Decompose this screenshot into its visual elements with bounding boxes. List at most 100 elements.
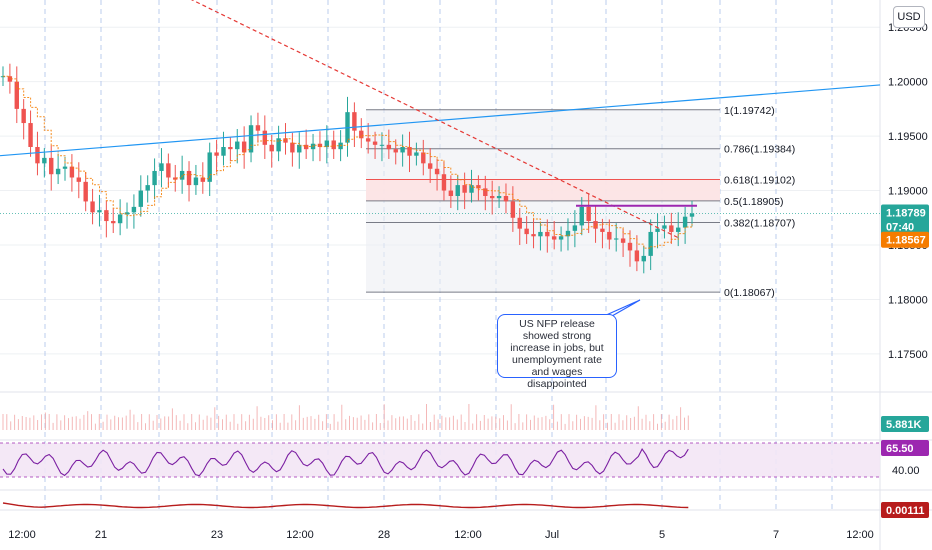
y-tick-label: 1.19500 (888, 131, 928, 143)
x-tick-label: 7 (773, 529, 779, 541)
macd-badge-text: 0.00111 (886, 505, 925, 517)
candle-body (421, 152, 426, 164)
candle-body (69, 166, 75, 178)
fib-level-label: 0.618(1.19102) (724, 174, 795, 186)
macd-line (2, 502, 689, 509)
candle-body (627, 242, 633, 251)
candle-body (297, 144, 302, 153)
ma-price-badge-text: 1.18567 (886, 235, 926, 247)
x-tick-label: 12:00 (846, 529, 874, 541)
rsi-band (0, 443, 880, 477)
candle-body (269, 144, 274, 152)
candle-body (248, 125, 254, 153)
candle-body (572, 225, 578, 231)
candle-body (83, 181, 88, 202)
candle-body (166, 163, 171, 178)
candle-body (331, 140, 336, 150)
candle-body (682, 216, 688, 228)
candle-body (117, 214, 123, 224)
candle-body (517, 217, 522, 229)
candle-body (55, 168, 61, 175)
candle-body (496, 196, 502, 199)
candle-body (545, 231, 550, 237)
rsi-line (2, 448, 689, 477)
rsi-badge (881, 440, 929, 456)
candle-body (76, 177, 81, 182)
candle-body (124, 212, 130, 215)
candle-body (469, 185, 474, 193)
candle-body (49, 157, 54, 175)
candle-body (483, 188, 488, 196)
candle-body (414, 152, 419, 156)
fib-level-label: 0.382(1.18707) (724, 217, 795, 229)
candle-body (159, 163, 164, 171)
candle-body (407, 147, 412, 156)
volume-bars (2, 404, 689, 430)
candle-body (593, 221, 598, 229)
annotation-note[interactable]: US NFP release showed strong increase in… (497, 314, 617, 390)
candle-body (634, 250, 640, 262)
candle-body (200, 177, 206, 182)
candle-body (235, 141, 240, 150)
candle-body (255, 125, 261, 131)
candle-body (324, 140, 330, 147)
y-tick-label: 1.20000 (888, 77, 928, 89)
candle-body (14, 81, 19, 109)
candle-body (538, 231, 543, 237)
candle-body (662, 225, 667, 229)
candle-body (173, 177, 178, 180)
candle-body (152, 170, 157, 186)
candle-body (476, 185, 481, 189)
candle-body (531, 234, 536, 237)
candle-body (427, 163, 433, 169)
ma-price-badge (881, 231, 929, 248)
candle-body (386, 144, 392, 150)
candle-body (689, 213, 695, 217)
candle-body (551, 236, 557, 240)
candle-body (393, 149, 398, 153)
candle-body (620, 238, 626, 243)
candle-body (186, 170, 192, 186)
candle-body (283, 138, 288, 143)
candle-body (372, 141, 378, 145)
candle-body (586, 206, 591, 222)
volume-badge (881, 416, 929, 432)
candle-body (7, 76, 13, 82)
candle-body (35, 147, 40, 164)
candle-body (648, 231, 653, 256)
candle-body (359, 130, 364, 139)
candle-body (565, 230, 571, 237)
x-tick-label: 5 (659, 529, 665, 541)
candle-body (207, 152, 212, 182)
candle-body (221, 147, 226, 156)
candle-body (0, 76, 6, 78)
candle-body (131, 206, 137, 213)
rsi-level-label: 40.00 (892, 465, 920, 477)
y-tick-label: 1.18000 (888, 294, 928, 306)
candle-body (193, 177, 199, 186)
currency-button[interactable]: USD (893, 6, 925, 28)
volume-badge-text: 5.881K (886, 419, 922, 431)
moving-average-line (3, 75, 693, 249)
candle-body (90, 201, 95, 213)
candle-body (641, 255, 646, 262)
candle-body (241, 141, 247, 153)
y-tick-label: 1.19000 (888, 186, 928, 198)
candle-body (558, 236, 564, 240)
candle-body (111, 221, 116, 224)
fib-highlight-zone (366, 179, 720, 201)
candle-body (448, 190, 454, 196)
x-tick-label: Jul (545, 529, 559, 541)
candle-body (28, 123, 33, 147)
candle-body (145, 185, 150, 191)
x-tick-label: 21 (95, 529, 107, 541)
current-price-badge-text: 07:40 (886, 222, 914, 234)
candle-body (503, 196, 509, 202)
rsi-badge-text: 65.50 (886, 443, 914, 455)
x-tick-label: 23 (211, 529, 223, 541)
candle-body (97, 210, 102, 213)
candle-body (441, 174, 447, 191)
candle-body (655, 228, 660, 232)
